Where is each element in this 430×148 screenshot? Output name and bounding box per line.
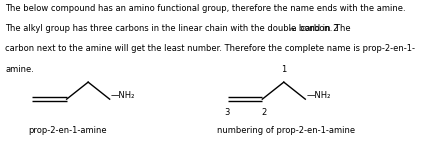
Text: nd: nd <box>290 27 297 32</box>
Text: The below compound has an amino functional group, therefore the name ends with t: The below compound has an amino function… <box>5 4 406 13</box>
Text: 2: 2 <box>261 108 267 117</box>
Text: carbon next to the amine will get the least number. Therefore the complete name : carbon next to the amine will get the le… <box>5 44 415 53</box>
Text: —NH₂: —NH₂ <box>306 91 331 99</box>
Text: 1: 1 <box>281 65 286 74</box>
Text: —NH₂: —NH₂ <box>111 91 135 99</box>
Text: The alkyl group has three carbons in the linear chain with the double bond in 2: The alkyl group has three carbons in the… <box>5 24 338 33</box>
Text: amine.: amine. <box>5 65 34 74</box>
Text: prop-2-en-1-amine: prop-2-en-1-amine <box>28 126 107 135</box>
Text: numbering of prop-2-en-1-amine: numbering of prop-2-en-1-amine <box>217 126 355 135</box>
Text: carbon. The: carbon. The <box>298 24 350 33</box>
Text: 3: 3 <box>224 108 230 117</box>
